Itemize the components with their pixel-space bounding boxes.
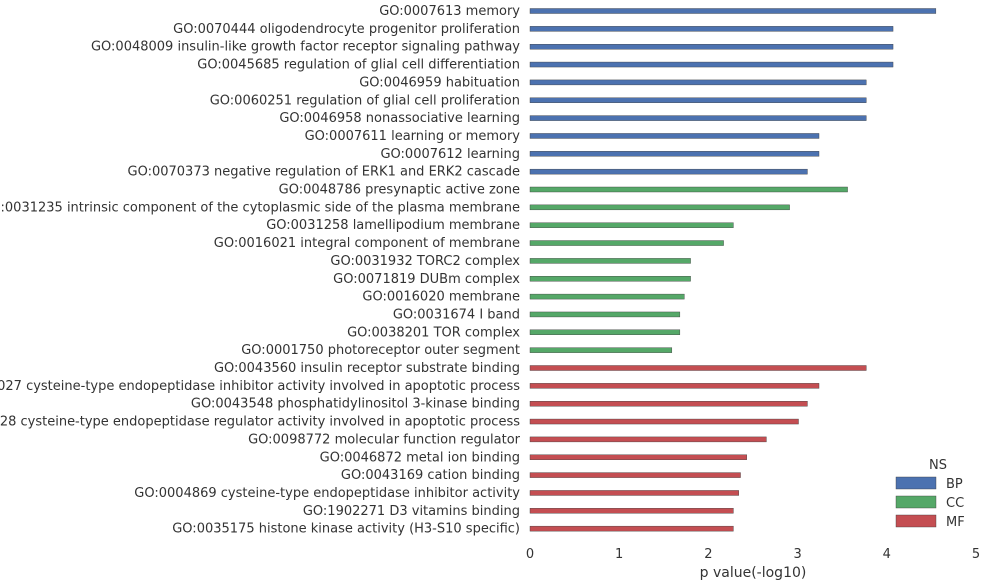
x-tick-label: 2 [704,547,712,562]
legend-label: MF [946,515,965,530]
bar [529,258,691,264]
bar [529,525,734,532]
bar [529,401,808,407]
bar [529,276,691,282]
category-label: GO:0071819 DUBm complex [333,272,520,287]
x-tick-label: 1 [615,547,623,562]
category-label: GO:0043169 cation binding [341,468,520,483]
category-label: GO:0001750 photoreceptor outer segment [241,343,520,358]
category-label: GO:0031674 I band [393,307,520,322]
category-label: GO:0038201 TOR complex [347,325,520,340]
category-label: GO:0043560 insulin receptor substrate bi… [214,361,520,376]
x-tick-label: 5 [972,547,980,562]
legend-label: BP [946,477,963,492]
bar [529,311,681,318]
bar [529,44,894,50]
category-label: GO:0007613 memory [379,4,520,19]
category-label: GO:0070373 negative regulation of ERK1 a… [128,165,521,180]
bar [529,168,808,175]
category-label: GO:0046872 metal ion binding [320,450,520,465]
bar [529,61,894,68]
bars-layer [529,8,937,532]
legend-title: NS [929,458,947,473]
bar [529,97,867,103]
category-label: GO:0060251 regulation of glial cell prol… [210,93,520,108]
bar [529,115,867,121]
category-label: GO:0046959 habituation [359,75,520,90]
bar [529,222,734,228]
legend-swatch [895,514,937,528]
bar [529,490,739,496]
bar [529,365,867,371]
x-tick-label: 0 [526,547,534,562]
x-axis-ticks: 0 1 2 3 4 5 [526,547,980,562]
legend-swatch [895,476,937,490]
bar [529,79,867,86]
category-label: GO:0016020 membrane [362,290,520,305]
bar [529,383,820,389]
bar [529,418,799,425]
x-axis-label: p value(-log10) [700,565,807,581]
category-label: GO:0098772 molecular function regulator [248,432,521,447]
bar [529,204,790,211]
category-label: GO:0007612 learning [380,147,520,162]
bar [529,508,734,514]
category-label: GO:0045685 regulation of glial cell diff… [197,58,520,73]
bar [529,240,724,246]
bar [529,133,820,139]
category-label: GO:0035175 histone kinase activity (H3-S… [172,522,520,537]
category-label: GO:0031235 intrinsic component of the cy… [0,200,520,215]
category-label: GO:0070444 oligodendrocyte progenitor pr… [173,22,520,37]
category-label: GO:0016021 integral component of membran… [214,236,520,251]
bar [529,186,848,193]
category-label: GO:0043028 cysteine-type endopeptidase r… [0,415,520,430]
legend-swatch [895,495,937,509]
category-label: GO:0007611 learning or memory [305,129,521,144]
x-tick-label: 4 [883,547,891,562]
legend: NS BP CC MF [895,458,965,530]
bar [529,436,767,443]
bar [529,151,820,157]
bar [529,347,673,353]
category-label: GO:0043027 cysteine-type endopeptidase i… [0,379,520,394]
category-label: GO:0046958 nonassociative learning [279,111,520,126]
x-tick-label: 3 [793,547,801,562]
legend-label: CC [946,496,964,511]
bar [529,454,747,460]
category-label: GO:0048009 insulin-like growth factor re… [91,40,520,55]
category-label: GO:0043548 phosphatidylinositol 3-kinase… [191,397,520,412]
bar [529,293,685,300]
bar [529,8,937,14]
category-label: GO:1902271 D3 vitamins binding [303,504,520,519]
bar [529,472,741,478]
bar [529,329,681,335]
category-label: GO:0048786 presynaptic active zone [279,183,520,198]
category-label: GO:0031258 lamellipodium membrane [266,218,520,233]
category-label: GO:0004869 cysteine-type endopeptidase i… [134,486,520,501]
category-labels: GO:0007613 memory GO:0070444 oligodendroc… [0,4,521,537]
category-label: GO:0031932 TORC2 complex [330,254,520,269]
bar [529,26,894,32]
